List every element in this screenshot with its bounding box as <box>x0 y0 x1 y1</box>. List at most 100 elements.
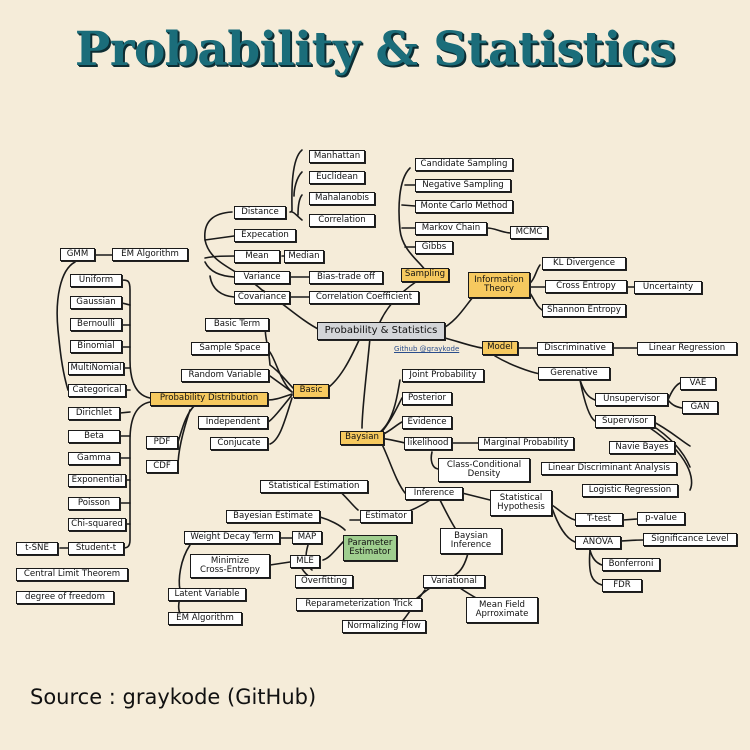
node-estimator: Estimator <box>360 510 412 523</box>
node-weight-decay: Weight Decay Term <box>184 531 280 544</box>
node-clt: Central Limit Theorem <box>16 568 128 581</box>
node-likelihood: likelihood <box>404 437 452 450</box>
node-variance: Variance <box>234 271 290 284</box>
node-gamma: Gamma <box>68 452 120 465</box>
node-mle: MLE <box>290 555 320 568</box>
node-cdf: CDF <box>146 460 178 473</box>
node-joint-prob: Joint Probability <box>402 369 484 382</box>
page-title: Probability & Statistics <box>74 22 676 77</box>
node-em-algorithm-top: EM Algorithm <box>112 248 188 261</box>
node-uniform: Uniform <box>70 274 122 287</box>
node-candidate-sampling: Candidate Sampling <box>415 158 513 171</box>
node-covariance: Covariance <box>234 291 290 304</box>
node-basic: Basic <box>293 384 329 398</box>
node-monte-carlo: Monte Carlo Method <box>415 200 513 213</box>
node-bias-tradeoff: Bias-trade off <box>309 271 383 284</box>
node-bayesian-estimate: Bayesian Estimate <box>226 510 320 523</box>
edge-center-baysian <box>361 337 371 429</box>
node-baysian: Baysian <box>340 431 384 445</box>
node-binomial: Binomial <box>70 340 122 353</box>
edge-center-model <box>444 337 483 349</box>
source-credit: Source : graykode (GitHub) <box>30 685 317 709</box>
node-markov-chain: Markov Chain <box>415 222 487 235</box>
node-cross-entropy: Cross Entropy <box>545 280 627 293</box>
node-bernoulli: Bernoulli <box>70 318 122 331</box>
node-em-algorithm-bottom: EM Algorithm <box>168 612 242 625</box>
node-baysian-inference: Baysian Inference <box>440 528 502 554</box>
node-chi-squared: Chi-squared <box>68 518 126 531</box>
node-manhattan: Manhattan <box>309 150 365 163</box>
node-lda: Linear Discriminant Analysis <box>541 462 677 475</box>
edge-center-basic <box>324 337 361 391</box>
node-logistic-regression: Logistic Regression <box>582 484 678 497</box>
node-naive-bayes: Navie Bayes <box>609 441 675 454</box>
node-pdf: PDF <box>146 436 178 449</box>
node-basic-term: Basic Term <box>205 318 269 331</box>
edge-center-upleft <box>204 211 321 331</box>
node-random-variable: Random Variable <box>181 369 269 382</box>
node-info-theory: Information Theory <box>468 272 530 298</box>
node-mean-field: Mean Field Aprroximate <box>466 597 538 623</box>
node-bonferroni: Bonferroni <box>602 558 660 571</box>
node-vae: VAE <box>680 377 716 390</box>
node-gibbs: Gibbs <box>415 241 453 254</box>
node-correlation: Correlation <box>309 214 375 227</box>
node-expecation: Expecation <box>234 229 296 242</box>
node-tsne: t-SNE <box>16 542 58 555</box>
node-sample-space: Sample Space <box>191 342 269 355</box>
node-poisson: Poisson <box>68 497 120 510</box>
node-categorical: Categorical <box>68 384 126 397</box>
node-map: MAP <box>292 531 322 544</box>
node-normalizing-flow: Normalizing Flow <box>342 620 426 633</box>
node-beta: Beta <box>68 430 120 443</box>
node-gan: GAN <box>682 401 718 414</box>
node-shannon-entropy: Shannon Entropy <box>542 304 626 317</box>
node-latent-variable: Latent Variable <box>168 588 246 601</box>
node-conjucate: Conjucate <box>210 437 268 450</box>
node-prob-dist: Probability Distribution <box>150 392 268 406</box>
node-mean: Mean <box>234 250 280 263</box>
node-inference: Inference <box>405 487 463 500</box>
node-uncertainty: Uncertainty <box>634 281 702 294</box>
node-class-cond: Class-Conditional Density <box>438 458 530 482</box>
node-negative-sampling: Negative Sampling <box>415 179 511 192</box>
node-discriminative: Discriminative <box>537 342 613 355</box>
node-anova: ANOVA <box>575 536 621 549</box>
node-student-t: Student-t <box>68 542 124 555</box>
node-pvalue: p-value <box>637 512 685 525</box>
github-tag: Github @graykode <box>394 345 460 353</box>
center-node: Probability & Statistics <box>317 322 445 340</box>
node-param-est: Parameter Estimator <box>343 535 397 561</box>
node-supervisor: Supervisor <box>595 415 655 428</box>
node-exponential: Exponential <box>68 474 126 487</box>
node-sampling: Sampling <box>401 268 449 282</box>
node-distance: Distance <box>234 206 286 219</box>
node-euclidean: Euclidean <box>309 171 365 184</box>
node-mcmc: MCMC <box>510 226 548 239</box>
node-unsupervisor: Unsupervisor <box>595 393 668 406</box>
node-ttest: T-test <box>575 513 623 526</box>
node-linear-regression: Linear Regression <box>637 342 737 355</box>
node-evidence: Evidence <box>402 416 452 429</box>
node-significance: Significance Level <box>643 533 737 546</box>
node-reparam-trick: Reparameterization Trick <box>296 598 422 611</box>
node-min-cross-entropy: Minimize Cross-Entropy <box>190 554 270 578</box>
node-dirichlet: Dirichlet <box>68 407 120 420</box>
node-stat-estimation: Statistical Estimation <box>260 480 368 493</box>
node-kl-divergence: KL Divergence <box>542 257 626 270</box>
node-gaussian: Gaussian <box>70 296 122 309</box>
node-marginal-prob: Marginal Probability <box>478 437 574 450</box>
node-dof: degree of freedom <box>16 591 114 604</box>
node-independent: Independent <box>198 416 268 429</box>
node-fdr: FDR <box>602 579 642 592</box>
node-overfitting: Overfitting <box>295 575 353 588</box>
node-model: Model <box>482 341 518 355</box>
node-generative: Gerenative <box>538 367 610 380</box>
node-stat-hypothesis: Statistical Hypothesis <box>490 490 552 516</box>
node-multinomial: MultiNomial <box>68 362 124 375</box>
node-corr-coef: Correlation Coefficient <box>309 291 419 304</box>
node-variational: Variational <box>423 575 485 588</box>
node-mahalanobis: Mahalanobis <box>309 192 375 205</box>
node-posterior: Posterior <box>402 392 452 405</box>
